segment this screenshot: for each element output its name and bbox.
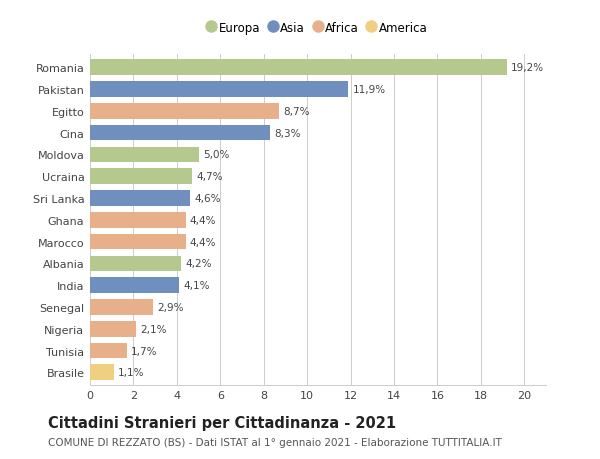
Text: 4,2%: 4,2% xyxy=(185,259,212,269)
Text: 5,0%: 5,0% xyxy=(203,150,229,160)
Text: COMUNE DI REZZATO (BS) - Dati ISTAT al 1° gennaio 2021 - Elaborazione TUTTITALIA: COMUNE DI REZZATO (BS) - Dati ISTAT al 1… xyxy=(48,437,502,447)
Bar xyxy=(90,321,136,337)
Bar xyxy=(90,191,190,207)
Text: 4,1%: 4,1% xyxy=(184,280,210,291)
Bar xyxy=(90,104,279,119)
Bar xyxy=(90,365,114,381)
Text: 19,2%: 19,2% xyxy=(511,63,544,73)
Text: 4,4%: 4,4% xyxy=(190,215,217,225)
Text: 1,1%: 1,1% xyxy=(118,368,145,377)
Bar xyxy=(90,147,199,163)
Text: 2,9%: 2,9% xyxy=(157,302,184,312)
Legend: Europa, Asia, Africa, America: Europa, Asia, Africa, America xyxy=(205,18,431,38)
Bar xyxy=(90,234,185,250)
Text: 8,3%: 8,3% xyxy=(275,129,301,138)
Bar xyxy=(90,343,127,358)
Text: 4,6%: 4,6% xyxy=(194,194,221,204)
Bar xyxy=(90,278,179,293)
Bar xyxy=(90,299,153,315)
Bar xyxy=(90,169,192,185)
Bar xyxy=(90,82,349,98)
Text: 4,4%: 4,4% xyxy=(190,237,217,247)
Bar xyxy=(90,60,507,76)
Bar xyxy=(90,256,181,272)
Text: 1,7%: 1,7% xyxy=(131,346,158,356)
Text: 2,1%: 2,1% xyxy=(140,324,166,334)
Bar xyxy=(90,125,270,141)
Text: 4,7%: 4,7% xyxy=(196,172,223,182)
Text: Cittadini Stranieri per Cittadinanza - 2021: Cittadini Stranieri per Cittadinanza - 2… xyxy=(48,415,396,431)
Text: 11,9%: 11,9% xyxy=(353,85,386,95)
Bar xyxy=(90,213,185,228)
Text: 8,7%: 8,7% xyxy=(283,106,310,117)
